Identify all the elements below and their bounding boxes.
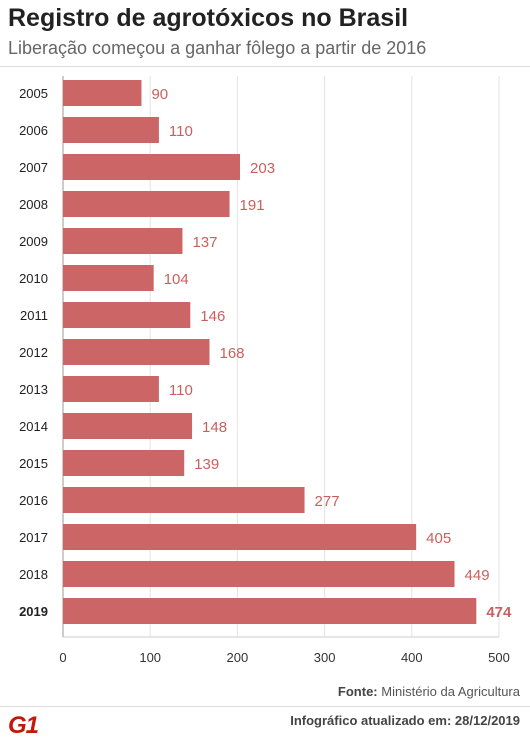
- y-tick-label: 2010: [19, 271, 48, 286]
- bar-2007: [63, 154, 241, 180]
- y-tick-label: 2013: [19, 382, 48, 397]
- bar-2018: [63, 561, 455, 587]
- bar-2015: [63, 450, 185, 476]
- y-tick-label: 2009: [19, 234, 48, 249]
- y-tick-label: 2008: [19, 197, 48, 212]
- x-tick-label: 400: [401, 650, 423, 665]
- bar-2013: [63, 376, 159, 402]
- y-tick-label: 2014: [19, 419, 48, 434]
- y-tick-label: 2015: [19, 456, 48, 471]
- source-label: Fonte:: [337, 684, 378, 699]
- data-label: 110: [169, 123, 193, 140]
- x-tick-label: 200: [227, 650, 249, 665]
- bar-2010: [63, 265, 154, 291]
- bar-2016: [63, 487, 305, 513]
- bar-2019: [63, 598, 477, 624]
- data-label: 203: [250, 160, 275, 177]
- bar-2006: [63, 117, 159, 143]
- y-tick-label: 2012: [19, 345, 48, 360]
- x-tick-label: 0: [59, 650, 66, 665]
- bar-2005: [63, 80, 142, 106]
- footer-divider: [0, 706, 530, 707]
- bar-2011: [63, 302, 191, 328]
- data-label: 405: [426, 530, 451, 547]
- data-label: 146: [200, 308, 225, 325]
- bar-2014: [63, 413, 193, 439]
- data-label: 148: [202, 419, 227, 436]
- updated-note: Infográfico atualizado em: 28/12/2019: [290, 713, 520, 728]
- data-label: 104: [164, 271, 189, 288]
- bar-2017: [63, 524, 417, 550]
- y-tick-label: 2005: [19, 86, 48, 101]
- bar-2009: [63, 228, 183, 254]
- x-tick-label: 100: [139, 650, 161, 665]
- data-label: 449: [465, 567, 490, 584]
- data-label: 137: [192, 234, 217, 251]
- y-tick-label: 2018: [19, 567, 48, 582]
- bar-2012: [63, 339, 210, 365]
- data-label: 90: [151, 86, 168, 103]
- bar-2008: [63, 191, 230, 217]
- y-tick-label: 2017: [19, 530, 48, 545]
- data-label: 168: [219, 345, 244, 362]
- data-label: 474: [486, 604, 512, 621]
- data-label: 191: [240, 197, 265, 214]
- y-tick-label: 2016: [19, 493, 48, 508]
- x-tick-label: 300: [314, 650, 336, 665]
- header-divider: [0, 66, 530, 67]
- y-tick-label: 2019: [19, 604, 48, 619]
- data-label: 277: [315, 493, 340, 510]
- data-label: 110: [169, 382, 193, 399]
- y-tick-label: 2007: [19, 160, 48, 175]
- data-label: 139: [194, 456, 219, 473]
- bar-chart: 2005 90 2006 110 2007 203 2008 191 2009 137 2010 10…: [19, 76, 512, 665]
- y-tick-label: 2006: [19, 123, 48, 138]
- x-tick-label: 500: [488, 650, 510, 665]
- source-note: Fonte: Ministério da Agricultura: [338, 684, 520, 699]
- chart-subtitle: Liberação começou a ganhar fôlego a part…: [8, 38, 427, 58]
- g1-logo: G1: [8, 712, 39, 739]
- source-value: Ministério da Agricultura: [381, 684, 520, 699]
- updated-label: Infográfico atualizado em:: [290, 713, 452, 728]
- chart-title: Registro de agrotóxicos no Brasil: [8, 4, 409, 32]
- y-tick-label: 2011: [20, 308, 48, 323]
- updated-value: 28/12/2019: [454, 713, 520, 728]
